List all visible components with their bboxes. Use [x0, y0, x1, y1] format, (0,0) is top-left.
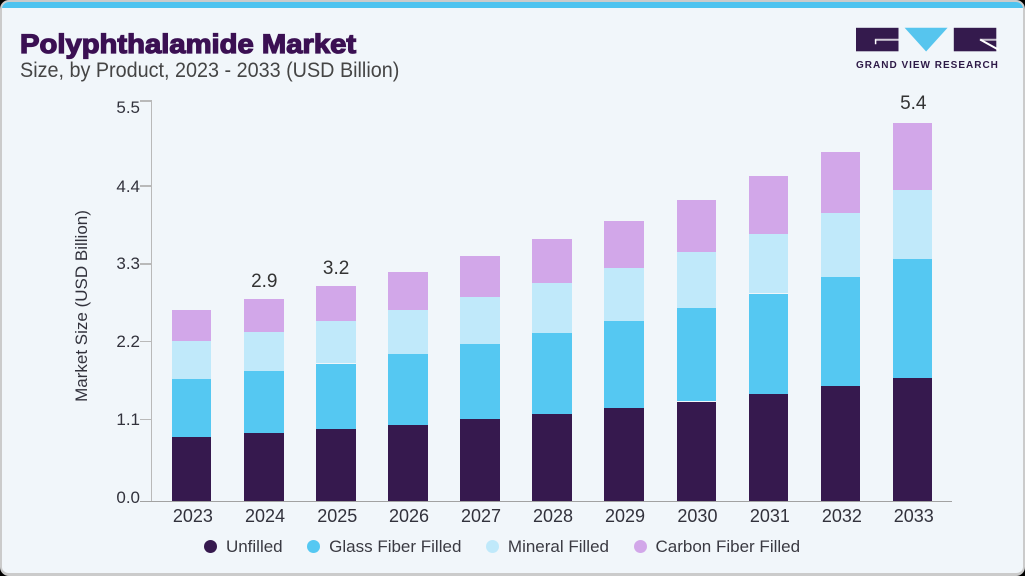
svg-text:GRAND VIEW RESEARCH: GRAND VIEW RESEARCH: [856, 60, 999, 71]
